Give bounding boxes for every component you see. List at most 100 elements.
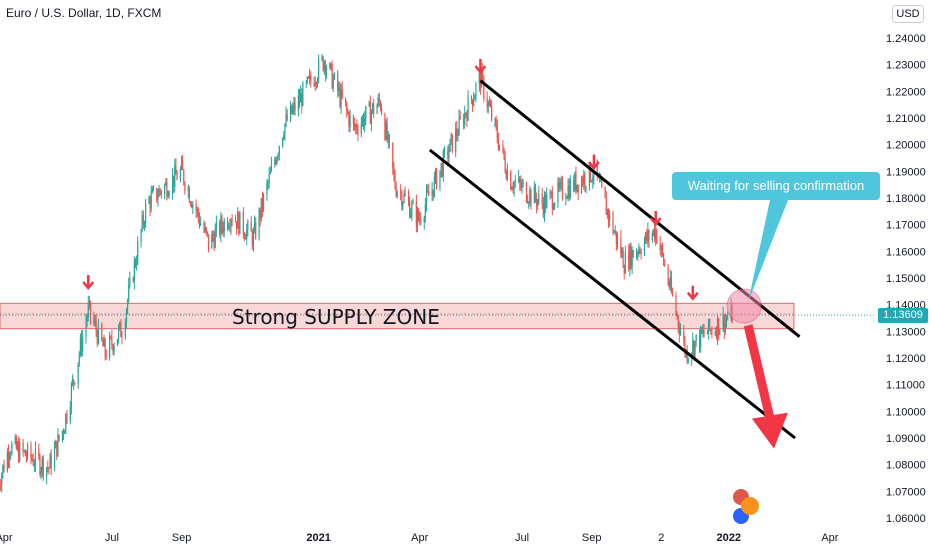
candle — [143, 220, 146, 231]
candle-body — [79, 337, 82, 355]
candle-body — [159, 189, 161, 192]
candle-body — [101, 323, 103, 340]
candle — [69, 401, 71, 425]
candle-body — [605, 198, 607, 215]
candle-body — [32, 459, 34, 466]
candle — [150, 185, 152, 213]
candle-body — [722, 314, 724, 330]
candle-body — [370, 111, 373, 124]
candle-body — [111, 336, 113, 346]
candle-body — [624, 252, 626, 274]
candle-body — [727, 318, 729, 320]
candle-body — [88, 301, 90, 304]
candle-body — [56, 440, 58, 456]
last-price-label: 1.13609 — [878, 308, 928, 323]
candle-body — [549, 191, 551, 195]
candle-body — [87, 303, 89, 318]
candle-body — [424, 204, 426, 219]
candle — [496, 119, 498, 144]
candle — [294, 97, 296, 116]
candle-body — [679, 331, 682, 335]
candle — [410, 208, 412, 219]
candle-body — [158, 189, 160, 197]
candle — [260, 198, 262, 222]
candle — [569, 175, 571, 200]
candle-body — [275, 159, 277, 164]
candle — [276, 155, 278, 165]
candle — [402, 201, 404, 211]
candle — [629, 242, 631, 277]
candle — [473, 92, 475, 107]
candle-body — [198, 217, 201, 226]
candle — [25, 450, 28, 463]
candle — [584, 171, 586, 193]
chart-title: Euro / U.S. Dollar, 1D, FXCM — [6, 6, 162, 20]
candle-body — [203, 223, 205, 232]
candle — [120, 319, 122, 338]
candle-body — [1, 474, 3, 487]
candle — [560, 175, 562, 191]
reversal-marker — [649, 211, 662, 226]
candle — [33, 458, 35, 472]
candle-body — [167, 195, 169, 197]
candle-body — [222, 227, 224, 233]
candle — [215, 215, 217, 238]
candle-body — [521, 183, 523, 189]
candle — [134, 257, 137, 269]
candle-body — [450, 134, 452, 139]
candle-body — [151, 189, 153, 194]
candle — [709, 318, 711, 332]
candle-body — [206, 231, 208, 235]
candle-body — [300, 93, 302, 103]
candle — [640, 248, 642, 260]
candle-body — [243, 233, 246, 238]
candle — [396, 189, 398, 199]
candle — [285, 106, 287, 128]
candle — [246, 223, 248, 245]
candle-body — [129, 278, 131, 286]
candle-body — [384, 114, 386, 139]
candle-body — [677, 315, 679, 327]
candle — [243, 231, 246, 242]
candle — [227, 217, 229, 232]
candle-body — [591, 181, 593, 183]
candle — [73, 378, 75, 390]
candle-body — [267, 182, 269, 184]
candle — [344, 97, 347, 107]
candle — [41, 455, 43, 478]
candle — [521, 178, 523, 194]
candle — [394, 169, 396, 191]
candle-body — [142, 215, 144, 225]
candle — [198, 212, 201, 229]
candle — [269, 166, 271, 175]
candle-body — [184, 183, 186, 191]
candle — [711, 326, 713, 339]
candle-body — [223, 220, 225, 233]
candle — [119, 321, 121, 331]
candle-body — [82, 336, 84, 352]
candle-body — [480, 70, 483, 88]
candle-body — [53, 448, 56, 470]
candle-body — [368, 101, 370, 107]
candle — [47, 460, 49, 473]
candle — [694, 340, 696, 361]
candle-body — [541, 193, 543, 204]
candle-body — [294, 102, 296, 111]
candle — [297, 88, 299, 117]
candle — [53, 441, 56, 472]
candle — [42, 455, 44, 481]
currency-selector[interactable]: USD — [892, 5, 924, 23]
candle-body — [470, 96, 473, 100]
candle-body — [39, 455, 41, 474]
candle-body — [580, 178, 583, 193]
candle-body — [632, 250, 634, 258]
candle-body — [558, 182, 560, 188]
candle-body — [609, 213, 611, 221]
candle-body — [559, 182, 561, 188]
candle-body — [622, 250, 624, 268]
candle-body — [440, 163, 442, 171]
candle — [418, 208, 420, 223]
y-tick-label: 1.15000 — [886, 273, 926, 285]
candle — [235, 221, 238, 235]
